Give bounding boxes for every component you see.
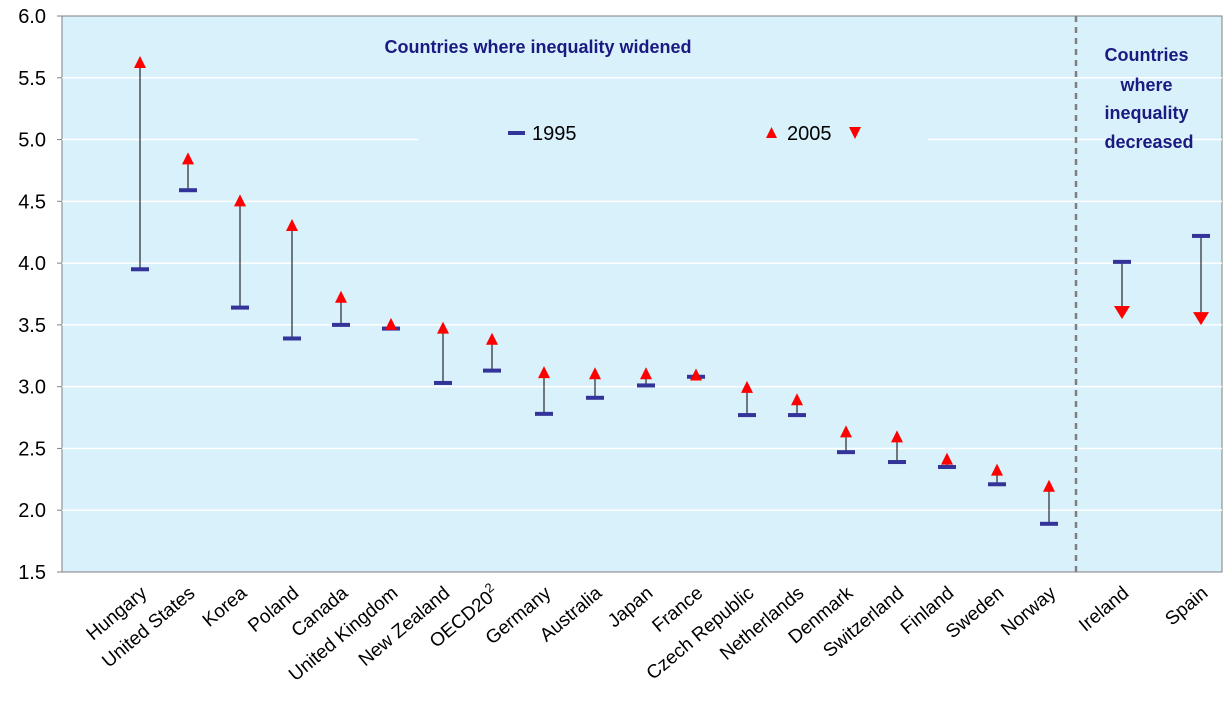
legend-label-2005: 2005 — [787, 123, 832, 145]
gridlines — [62, 77, 1222, 511]
point-2005 — [991, 463, 1003, 476]
group-label-decreased-line-1: Countries — [1104, 45, 1188, 65]
y-tick-label: 6.0 — [18, 6, 46, 28]
point-2005 — [640, 367, 652, 380]
point-2005 — [891, 430, 903, 443]
point-1995 — [1040, 521, 1058, 526]
point-1995 — [637, 383, 655, 388]
point-2005 — [941, 452, 953, 465]
y-tick-label: 2.5 — [18, 438, 46, 460]
point-1995 — [586, 395, 604, 400]
point-2005 — [791, 393, 803, 406]
legend-marker-1995 — [508, 131, 525, 135]
group-label-decreased: Countries where inequality decreased — [1104, 45, 1193, 152]
x-tick-superscript: 2 — [482, 580, 497, 596]
point-2005 — [234, 194, 246, 207]
point-2005 — [538, 366, 550, 379]
y-tick-label: 5.5 — [18, 68, 46, 90]
point-1995 — [938, 464, 956, 469]
point-2005 — [286, 219, 298, 232]
point-2005 — [690, 368, 702, 381]
point-1995 — [535, 411, 553, 416]
point-2005 — [589, 367, 601, 380]
group-label-decreased-line-4: decreased — [1104, 132, 1193, 152]
legend: 1995 2005 — [418, 116, 928, 150]
y-tick-label: 3.5 — [18, 315, 46, 337]
legend-background — [418, 116, 928, 150]
point-2005 — [385, 317, 397, 330]
point-1995 — [788, 413, 806, 418]
point-1995 — [434, 380, 452, 385]
y-axis: 1.5 2.0 2.5 3.0 3.5 4.0 4.5 5.0 5.5 6.0 — [18, 6, 62, 584]
x-tick-label: Ireland — [1075, 583, 1133, 636]
point-1995 — [231, 305, 249, 310]
point-2005 — [741, 380, 753, 393]
point-2005 — [1193, 312, 1209, 326]
legend-label-1995: 1995 — [532, 123, 577, 145]
point-1995 — [1192, 233, 1210, 238]
point-1995 — [988, 482, 1006, 487]
point-2005 — [437, 321, 449, 334]
point-1995 — [179, 188, 197, 193]
x-tick-label: Spain — [1161, 583, 1212, 630]
y-tick-label: 4.5 — [18, 191, 46, 213]
point-1995 — [483, 368, 501, 373]
point-1995 — [1113, 259, 1131, 264]
point-2005 — [1114, 306, 1130, 320]
data-marks — [131, 55, 1210, 526]
point-2005 — [486, 332, 498, 345]
plot-area — [61, 15, 1223, 573]
point-2005 — [335, 290, 347, 303]
legend-marker-2005-down — [849, 127, 861, 139]
point-2005 — [182, 152, 194, 165]
point-1995 — [738, 413, 756, 418]
y-tick-label: 4.0 — [18, 253, 46, 275]
y-tick-label: 5.0 — [18, 130, 46, 152]
point-1995 — [837, 450, 855, 455]
y-tick-label: 1.5 — [18, 562, 46, 584]
point-1995 — [332, 322, 350, 327]
x-tick-label: Japan — [604, 583, 657, 632]
point-2005 — [840, 425, 852, 438]
group-label-decreased-line-2: where — [1119, 75, 1172, 95]
point-1995 — [131, 267, 149, 272]
x-tick-label: Norway — [997, 582, 1060, 640]
legend-marker-2005-up — [766, 127, 777, 138]
y-tick-label: 3.0 — [18, 377, 46, 399]
point-1995 — [888, 460, 906, 465]
point-1995 — [283, 336, 301, 341]
point-2005 — [1043, 479, 1055, 492]
point-2005 — [134, 55, 146, 68]
x-tick-label: Korea — [199, 582, 252, 631]
y-tick-label: 2.0 — [18, 500, 46, 522]
group-label-widened: Countries where inequality widened — [384, 37, 691, 57]
group-label-decreased-line-3: inequality — [1104, 103, 1188, 123]
